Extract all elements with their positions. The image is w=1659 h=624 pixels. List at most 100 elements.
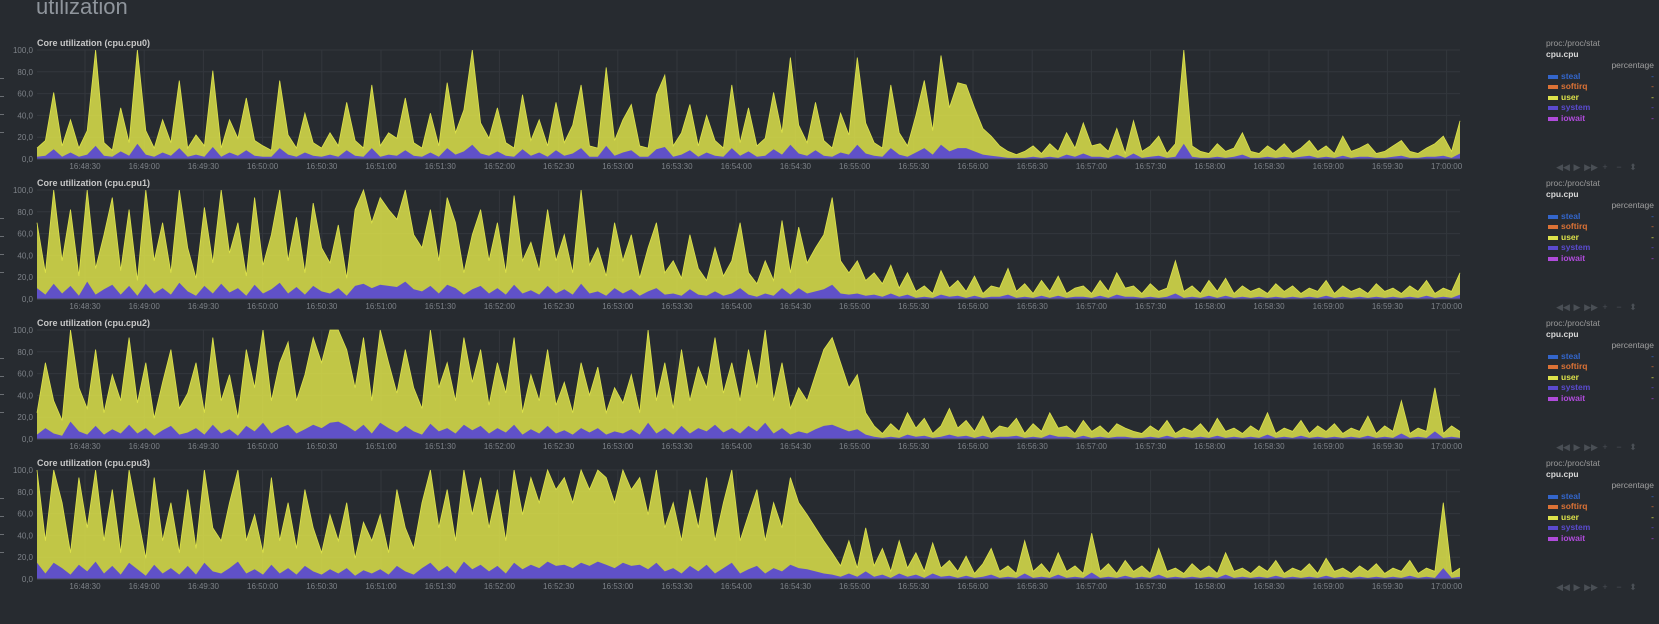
y-tick-label: 100,0 xyxy=(13,466,34,475)
zoom-in-icon[interactable]: + xyxy=(1602,582,1608,592)
resize-icon[interactable]: ⬍ xyxy=(1629,162,1637,172)
chart-title: Core utilization (cpu.cpu0) xyxy=(37,38,151,48)
y-tick-label: 0,0 xyxy=(22,295,34,304)
legend-item-iowait[interactable]: iowait - xyxy=(1548,253,1656,264)
legend-value: - xyxy=(1651,252,1654,263)
x-tick-label: 16:55:00 xyxy=(839,582,871,591)
x-tick-label: 16:58:30 xyxy=(1253,162,1285,171)
legend-value: - xyxy=(1651,211,1654,221)
legend-item-iowait[interactable]: iowait - xyxy=(1548,113,1656,124)
legend-item-iowait[interactable]: iowait - xyxy=(1548,393,1656,404)
play-icon[interactable]: ▶ xyxy=(1573,582,1581,592)
chart-title: Core utilization (cpu.cpu1) xyxy=(37,178,151,188)
legend-name: system xyxy=(1561,102,1591,113)
forward-icon[interactable]: ▶▶ xyxy=(1584,442,1598,452)
y-tick-label: 0,0 xyxy=(22,155,34,164)
zoom-out-icon[interactable]: − xyxy=(1616,162,1622,172)
legend-item-softirq[interactable]: softirq - xyxy=(1548,221,1656,232)
x-tick-label: 16:50:00 xyxy=(247,162,279,171)
zoom-out-icon[interactable]: − xyxy=(1616,442,1622,452)
legend-item-iowait[interactable]: iowait - xyxy=(1548,533,1656,544)
legend-item-softirq[interactable]: softirq - xyxy=(1548,81,1656,92)
legend-context: cpu.cpu xyxy=(1546,49,1579,59)
resize-icon[interactable]: ⬍ xyxy=(1629,582,1637,592)
zoom-in-icon[interactable]: + xyxy=(1602,162,1608,172)
y-tick-label: 60,0 xyxy=(17,90,33,99)
rewind-icon[interactable]: ◀◀ xyxy=(1556,582,1570,592)
legend-item-system[interactable]: system - xyxy=(1548,242,1656,253)
panel-edge-marker xyxy=(0,218,4,219)
x-tick-label: 16:48:30 xyxy=(69,302,101,311)
x-tick-label: 16:51:00 xyxy=(365,442,397,451)
x-tick-label: 16:56:30 xyxy=(1017,302,1049,311)
legend-swatch xyxy=(1548,225,1558,230)
zoom-in-icon[interactable]: + xyxy=(1602,442,1608,452)
play-icon[interactable]: ▶ xyxy=(1573,442,1581,452)
legend-item-user[interactable]: user - xyxy=(1548,92,1656,103)
legend-item-system[interactable]: system - xyxy=(1548,382,1656,393)
x-tick-label: 16:49:30 xyxy=(188,302,220,311)
rewind-icon[interactable]: ◀◀ xyxy=(1556,162,1570,172)
x-tick-label: 16:50:30 xyxy=(306,442,338,451)
zoom-in-icon[interactable]: + xyxy=(1602,302,1608,312)
chart-plot[interactable]: 100,0 80,0 60,0 40,0 20,0 0,0 16:48:30 16:49:00… xyxy=(0,458,1545,598)
legend-item-steal[interactable]: steal - xyxy=(1548,491,1656,502)
x-tick-label: 16:57:00 xyxy=(1076,302,1108,311)
legend-swatch xyxy=(1548,95,1558,100)
legend-item-system[interactable]: system - xyxy=(1548,102,1656,113)
x-tick-label: 16:51:00 xyxy=(365,162,397,171)
x-tick-label: 16:53:30 xyxy=(661,162,693,171)
legend-item-steal[interactable]: steal - xyxy=(1548,351,1656,362)
x-tick-label: 16:59:00 xyxy=(1313,162,1345,171)
page-title: utilization xyxy=(36,0,128,19)
legend-name: steal xyxy=(1561,351,1581,361)
legend-name: softirq xyxy=(1561,81,1588,92)
x-tick-label: 16:57:00 xyxy=(1076,442,1108,451)
series-area-system xyxy=(37,421,1460,439)
x-tick-label: 16:58:00 xyxy=(1194,302,1226,311)
legend-item-steal[interactable]: steal - xyxy=(1548,211,1656,222)
legend-item-softirq[interactable]: softirq - xyxy=(1548,501,1656,512)
y-tick-label: 60,0 xyxy=(17,230,33,239)
chart-panel-cpu3: Core utilization (cpu.cpu3) 100,0 80,0 60,0… xyxy=(0,458,1659,606)
chart-plot[interactable]: 100,0 80,0 60,0 40,0 20,0 0,0 16:48:30 16:49:00… xyxy=(0,178,1545,318)
forward-icon[interactable]: ▶▶ xyxy=(1584,302,1598,312)
rewind-icon[interactable]: ◀◀ xyxy=(1556,302,1570,312)
legend-name: iowait xyxy=(1561,532,1586,543)
x-tick-label: 16:59:30 xyxy=(1372,302,1404,311)
legend-item-user[interactable]: user - xyxy=(1548,372,1656,383)
legend-item-steal[interactable]: steal - xyxy=(1548,71,1656,82)
zoom-out-icon[interactable]: − xyxy=(1616,582,1622,592)
resize-icon[interactable]: ⬍ xyxy=(1629,442,1637,452)
legend-item-system[interactable]: system - xyxy=(1548,522,1656,533)
x-tick-label: 16:54:30 xyxy=(780,442,812,451)
series-line-user xyxy=(36,49,1461,156)
x-tick-label: 16:53:30 xyxy=(661,442,693,451)
panel-edge-marker xyxy=(0,358,4,359)
legend-name: softirq xyxy=(1561,221,1588,232)
x-tick-label: 16:55:00 xyxy=(839,162,871,171)
forward-icon[interactable]: ▶▶ xyxy=(1584,162,1598,172)
legend-item-user[interactable]: user - xyxy=(1548,232,1656,243)
resize-icon[interactable]: ⬍ xyxy=(1629,302,1637,312)
x-tick-label: 16:58:00 xyxy=(1194,162,1226,171)
legend-value: - xyxy=(1651,102,1654,113)
legend-item-softirq[interactable]: softirq - xyxy=(1548,361,1656,372)
x-tick-label: 16:55:00 xyxy=(839,442,871,451)
panel-edge-marker xyxy=(0,394,4,395)
rewind-icon[interactable]: ◀◀ xyxy=(1556,442,1570,452)
panel-edge-marker xyxy=(0,254,4,255)
forward-icon[interactable]: ▶▶ xyxy=(1584,582,1598,592)
legend-swatch xyxy=(1548,215,1558,219)
chart-plot[interactable]: 100,0 80,0 60,0 40,0 20,0 0,0 16:48:30 16:49:00… xyxy=(0,38,1545,178)
legend-units: percentage xyxy=(1611,340,1654,350)
play-icon[interactable]: ▶ xyxy=(1573,302,1581,312)
zoom-out-icon[interactable]: − xyxy=(1616,302,1622,312)
y-tick-label: 80,0 xyxy=(17,68,33,77)
legend-item-user[interactable]: user - xyxy=(1548,512,1656,523)
legend-swatch xyxy=(1548,396,1558,401)
x-tick-label: 16:49:30 xyxy=(188,162,220,171)
chart-plot[interactable]: 100,0 80,0 60,0 40,0 20,0 0,0 16:48:30 16:49:00… xyxy=(0,318,1545,458)
panel-edge-marker xyxy=(0,114,4,115)
play-icon[interactable]: ▶ xyxy=(1573,162,1581,172)
